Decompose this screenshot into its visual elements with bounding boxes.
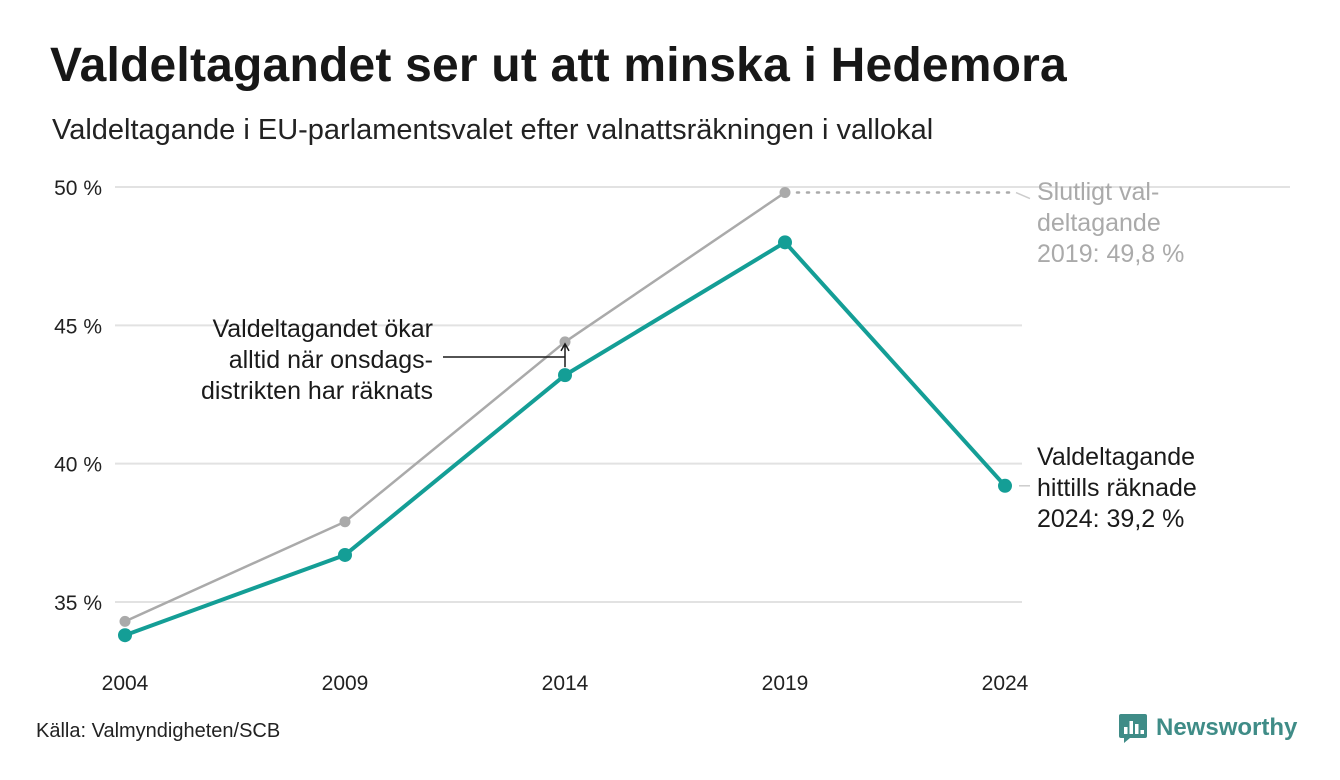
- data-point-primary: [118, 628, 132, 643]
- y-axis-labels: 35 % 40 % 45 % 50 %: [54, 177, 102, 615]
- y-tick-label: 35 %: [54, 592, 102, 615]
- annotation-current-2024: hittills räknade: [1037, 474, 1197, 502]
- y-tick-label: 40 %: [54, 454, 102, 477]
- chart-subtitle: Valdeltagande i EU-parlamentsvalet efter…: [52, 114, 934, 146]
- brand-name: Newsworthy: [1156, 714, 1298, 741]
- annotation-final-2019: Slutligt val-: [1037, 178, 1159, 206]
- annotation-final-2019: deltagande: [1037, 209, 1161, 237]
- data-point-primary: [558, 368, 572, 383]
- brand[interactable]: Newsworthy: [1118, 712, 1297, 744]
- x-tick-label: 2024: [982, 672, 1029, 695]
- source-note: Källa: Valmyndigheten/SCB: [36, 720, 281, 742]
- data-point-secondary: [339, 516, 351, 528]
- x-axis-labels: 2004 2009 2014 2019 2024: [102, 672, 1029, 695]
- annotation-wednesday: Valdeltagandet ökar: [212, 315, 433, 343]
- leader-tick: [1015, 191, 1031, 200]
- annotations: Slutligt val-deltagande 2019: 49,8 % Valde…: [201, 178, 1197, 533]
- series-lines: [124, 191, 1007, 638]
- x-tick-label: 2004: [102, 672, 149, 695]
- series-line-primary: [124, 240, 1007, 638]
- series-points: [118, 187, 1012, 643]
- gridlines: [115, 186, 1290, 603]
- chart-title: Valdeltagandet ser ut att minska i Hedem…: [50, 39, 1067, 92]
- y-tick-label: 50 %: [54, 177, 102, 200]
- annotation-wednesday: alltid när onsdags-: [229, 346, 433, 374]
- x-tick-label: 2009: [322, 672, 369, 695]
- annotation-final-2019: 2019: 49,8 %: [1037, 240, 1184, 268]
- data-point-primary: [998, 478, 1012, 493]
- data-point-secondary: [559, 336, 571, 348]
- series-line-secondary: [124, 191, 786, 623]
- newsworthy-logo-icon: [1119, 714, 1147, 743]
- annotation-wednesday: distrikten har räknats: [201, 377, 433, 405]
- data-point-secondary: [779, 187, 791, 199]
- data-point-primary: [338, 547, 352, 562]
- data-point-primary: [778, 235, 792, 250]
- x-tick-label: 2014: [542, 672, 589, 695]
- x-tick-label: 2019: [762, 672, 809, 695]
- y-tick-label: 45 %: [54, 315, 102, 338]
- data-point-secondary: [119, 615, 131, 627]
- annotation-arrow-head: [560, 342, 570, 352]
- annotation-current-2024: Valdeltagande: [1037, 443, 1195, 471]
- annotation-current-2024: 2024: 39,2 %: [1037, 505, 1184, 533]
